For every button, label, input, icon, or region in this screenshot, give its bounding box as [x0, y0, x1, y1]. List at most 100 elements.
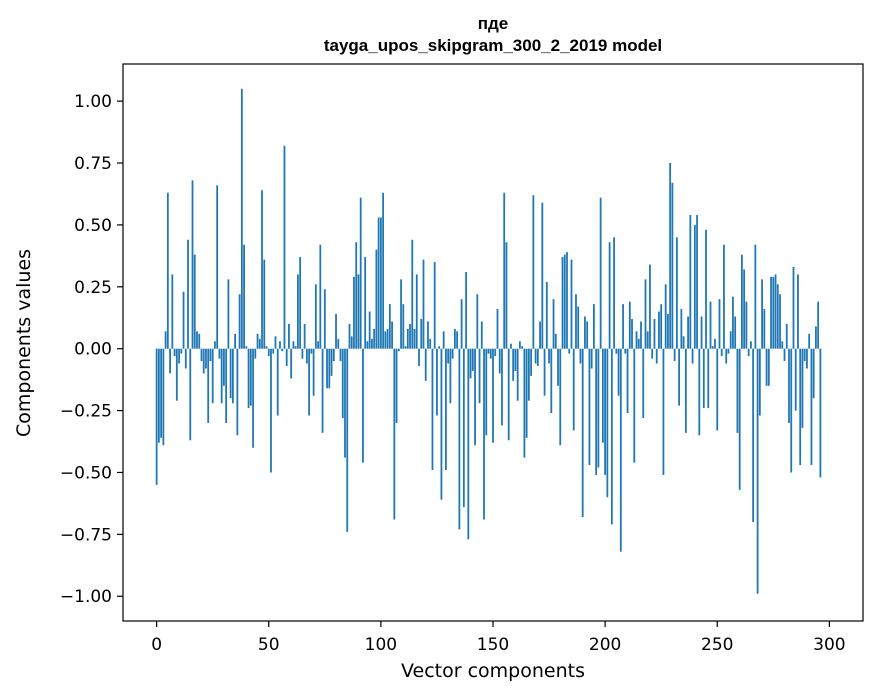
bar — [350, 336, 353, 349]
bar — [709, 301, 712, 349]
bar — [801, 348, 804, 428]
bar — [216, 185, 219, 349]
bar — [806, 348, 808, 369]
bar — [469, 348, 472, 379]
bar — [752, 348, 755, 522]
x-tick-label: 100 — [365, 635, 397, 655]
bar — [765, 348, 768, 386]
bar — [431, 348, 434, 470]
y-tick-label: 0.00 — [74, 340, 112, 360]
bar — [301, 348, 304, 359]
bar — [631, 318, 633, 349]
bar — [785, 323, 788, 349]
bar — [346, 348, 349, 532]
bar — [539, 321, 541, 349]
bar — [256, 333, 259, 349]
bar — [711, 346, 714, 349]
bar — [467, 348, 470, 540]
bar — [581, 348, 584, 518]
bar — [642, 348, 645, 419]
bar — [492, 348, 494, 443]
chart-title-line-1: пде — [478, 14, 509, 33]
bar — [166, 192, 169, 349]
bars-group — [155, 88, 822, 594]
bar — [510, 343, 512, 349]
bar — [527, 348, 530, 401]
bar — [207, 348, 210, 423]
bar — [400, 279, 402, 349]
bar — [559, 348, 562, 446]
y-tick-label: −0.50 — [60, 463, 112, 483]
bar — [162, 348, 165, 446]
bar — [653, 318, 656, 349]
bar — [297, 274, 299, 349]
bar — [247, 348, 250, 409]
bar — [427, 321, 429, 349]
bar — [716, 348, 719, 431]
bar — [200, 348, 203, 362]
bar — [519, 341, 521, 349]
bar — [317, 341, 319, 349]
bar — [658, 311, 660, 349]
bar — [413, 328, 416, 349]
bar — [687, 316, 689, 349]
bar — [590, 348, 593, 369]
bar — [395, 348, 398, 423]
bar — [182, 291, 185, 349]
bar — [175, 348, 178, 401]
y-tick-label: 0.50 — [74, 216, 112, 236]
bar — [770, 276, 772, 349]
bar — [521, 346, 524, 349]
bar — [570, 259, 573, 349]
bar — [671, 182, 674, 349]
bar — [462, 348, 465, 508]
bar — [191, 180, 194, 349]
bar — [503, 192, 506, 349]
bar — [799, 348, 802, 466]
bar — [738, 348, 741, 490]
bar — [173, 348, 176, 357]
bar — [767, 348, 770, 386]
bar — [815, 326, 817, 349]
bar — [265, 346, 268, 349]
bar — [290, 348, 293, 379]
x-tick-label: 50 — [258, 635, 280, 655]
bar — [622, 304, 624, 349]
bar — [339, 348, 342, 362]
bar — [597, 348, 600, 468]
bar — [335, 314, 337, 349]
bar — [288, 323, 290, 349]
bar — [810, 348, 813, 466]
y-tick-label: 0.25 — [74, 278, 112, 298]
bar — [817, 301, 820, 349]
bar — [523, 348, 526, 458]
bar — [321, 348, 324, 433]
bar — [561, 257, 564, 349]
bar — [312, 348, 315, 396]
bar — [747, 348, 750, 357]
bar — [270, 348, 272, 473]
bar — [205, 348, 207, 369]
bar — [178, 348, 180, 364]
bar — [252, 348, 254, 448]
bar — [164, 331, 167, 349]
bar — [276, 348, 279, 416]
bar — [720, 348, 723, 357]
bar — [649, 264, 651, 349]
bar — [489, 348, 492, 359]
bar — [384, 331, 387, 349]
bar — [240, 88, 243, 349]
bar — [743, 269, 746, 349]
bar — [498, 348, 501, 374]
y-tick-label: 0.75 — [74, 154, 112, 174]
bar — [729, 331, 732, 349]
bar — [180, 348, 183, 354]
x-axis-ticks: 0 50 100 150 200 250 300 — [151, 621, 846, 655]
bar — [604, 348, 607, 475]
bar — [682, 336, 685, 349]
bar — [209, 348, 212, 362]
bar — [326, 348, 328, 389]
bar — [379, 217, 382, 349]
bar — [718, 299, 721, 349]
